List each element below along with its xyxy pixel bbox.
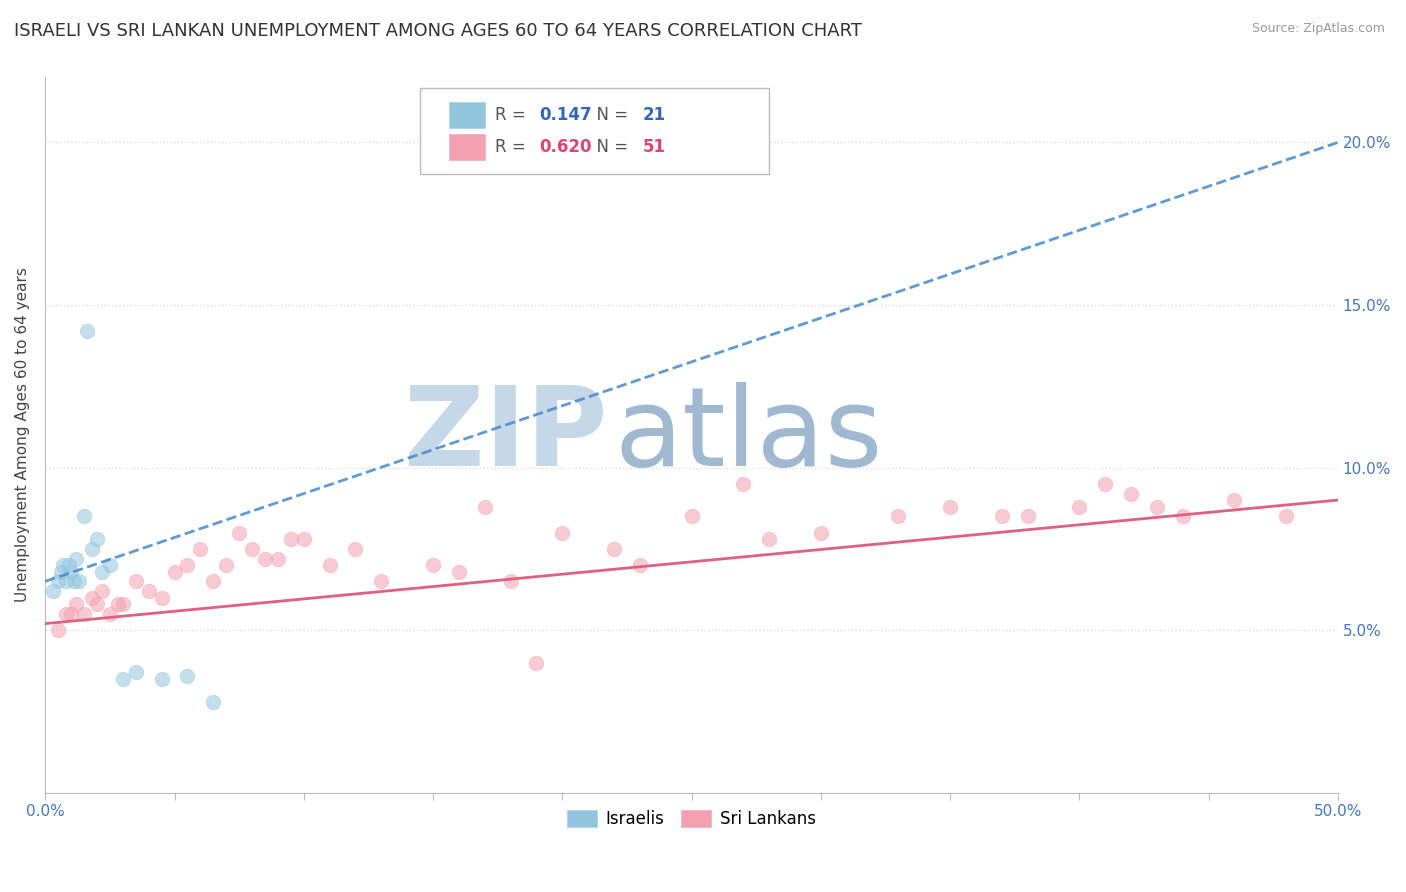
Point bbox=[86, 597, 108, 611]
Point bbox=[240, 541, 263, 556]
Point bbox=[1223, 493, 1246, 508]
Point bbox=[681, 509, 703, 524]
Text: 21: 21 bbox=[643, 106, 665, 124]
Point bbox=[990, 509, 1012, 524]
Point bbox=[228, 525, 250, 540]
Point bbox=[73, 607, 96, 621]
Text: R =: R = bbox=[495, 106, 531, 124]
Point bbox=[52, 558, 75, 573]
Point bbox=[150, 672, 173, 686]
Y-axis label: Unemployment Among Ages 60 to 64 years: Unemployment Among Ages 60 to 64 years bbox=[15, 268, 30, 602]
Point bbox=[447, 565, 470, 579]
Text: atlas: atlas bbox=[614, 382, 883, 489]
Point bbox=[280, 532, 302, 546]
Point bbox=[107, 597, 129, 611]
Point bbox=[163, 565, 186, 579]
Point bbox=[176, 668, 198, 682]
Point bbox=[1017, 509, 1039, 524]
Point bbox=[80, 541, 103, 556]
Point bbox=[111, 672, 134, 686]
Point bbox=[91, 584, 114, 599]
Legend: Israelis, Sri Lankans: Israelis, Sri Lankans bbox=[561, 803, 823, 834]
Text: ZIP: ZIP bbox=[404, 382, 607, 489]
Point bbox=[98, 558, 121, 573]
Point bbox=[733, 476, 755, 491]
Point bbox=[474, 500, 496, 514]
Point bbox=[76, 324, 98, 338]
Text: 0.147: 0.147 bbox=[538, 106, 592, 124]
Point bbox=[125, 665, 148, 680]
Point bbox=[91, 565, 114, 579]
Point bbox=[628, 558, 651, 573]
Point bbox=[1119, 486, 1142, 500]
Point bbox=[55, 607, 77, 621]
Bar bbox=[449, 103, 485, 128]
Point bbox=[65, 551, 87, 566]
Point bbox=[603, 541, 626, 556]
Point bbox=[1094, 476, 1116, 491]
Point bbox=[111, 597, 134, 611]
Text: R =: R = bbox=[495, 138, 531, 156]
Point bbox=[58, 558, 80, 573]
Point bbox=[125, 574, 148, 589]
Point bbox=[150, 591, 173, 605]
Text: N =: N = bbox=[585, 106, 633, 124]
Point bbox=[1146, 500, 1168, 514]
Point bbox=[551, 525, 574, 540]
FancyBboxPatch shape bbox=[420, 88, 769, 174]
Bar bbox=[449, 134, 485, 160]
Point bbox=[73, 509, 96, 524]
Point bbox=[526, 656, 548, 670]
Point bbox=[887, 509, 910, 524]
Point bbox=[267, 551, 290, 566]
Point bbox=[176, 558, 198, 573]
Point bbox=[202, 695, 225, 709]
Point bbox=[86, 532, 108, 546]
Point bbox=[758, 532, 780, 546]
Point bbox=[67, 574, 90, 589]
Point bbox=[49, 565, 72, 579]
Point bbox=[318, 558, 340, 573]
Point bbox=[62, 574, 84, 589]
Text: Source: ZipAtlas.com: Source: ZipAtlas.com bbox=[1251, 22, 1385, 36]
Point bbox=[80, 591, 103, 605]
Point bbox=[98, 607, 121, 621]
Point bbox=[422, 558, 444, 573]
Point bbox=[60, 607, 83, 621]
Point bbox=[1069, 500, 1091, 514]
Point bbox=[344, 541, 367, 556]
Point bbox=[42, 584, 65, 599]
Point bbox=[292, 532, 315, 546]
Point bbox=[215, 558, 238, 573]
Point bbox=[1275, 509, 1298, 524]
Point bbox=[190, 541, 212, 556]
Text: ISRAELI VS SRI LANKAN UNEMPLOYMENT AMONG AGES 60 TO 64 YEARS CORRELATION CHART: ISRAELI VS SRI LANKAN UNEMPLOYMENT AMONG… bbox=[14, 22, 862, 40]
Point bbox=[60, 565, 83, 579]
Point bbox=[810, 525, 832, 540]
Point bbox=[202, 574, 225, 589]
Text: N =: N = bbox=[585, 138, 633, 156]
Point bbox=[46, 623, 69, 637]
Point bbox=[939, 500, 962, 514]
Point bbox=[1171, 509, 1194, 524]
Point bbox=[253, 551, 276, 566]
Point bbox=[499, 574, 522, 589]
Point bbox=[65, 597, 87, 611]
Point bbox=[370, 574, 392, 589]
Point bbox=[55, 574, 77, 589]
Text: 51: 51 bbox=[643, 138, 665, 156]
Point bbox=[46, 574, 69, 589]
Text: 0.620: 0.620 bbox=[538, 138, 592, 156]
Point bbox=[138, 584, 160, 599]
